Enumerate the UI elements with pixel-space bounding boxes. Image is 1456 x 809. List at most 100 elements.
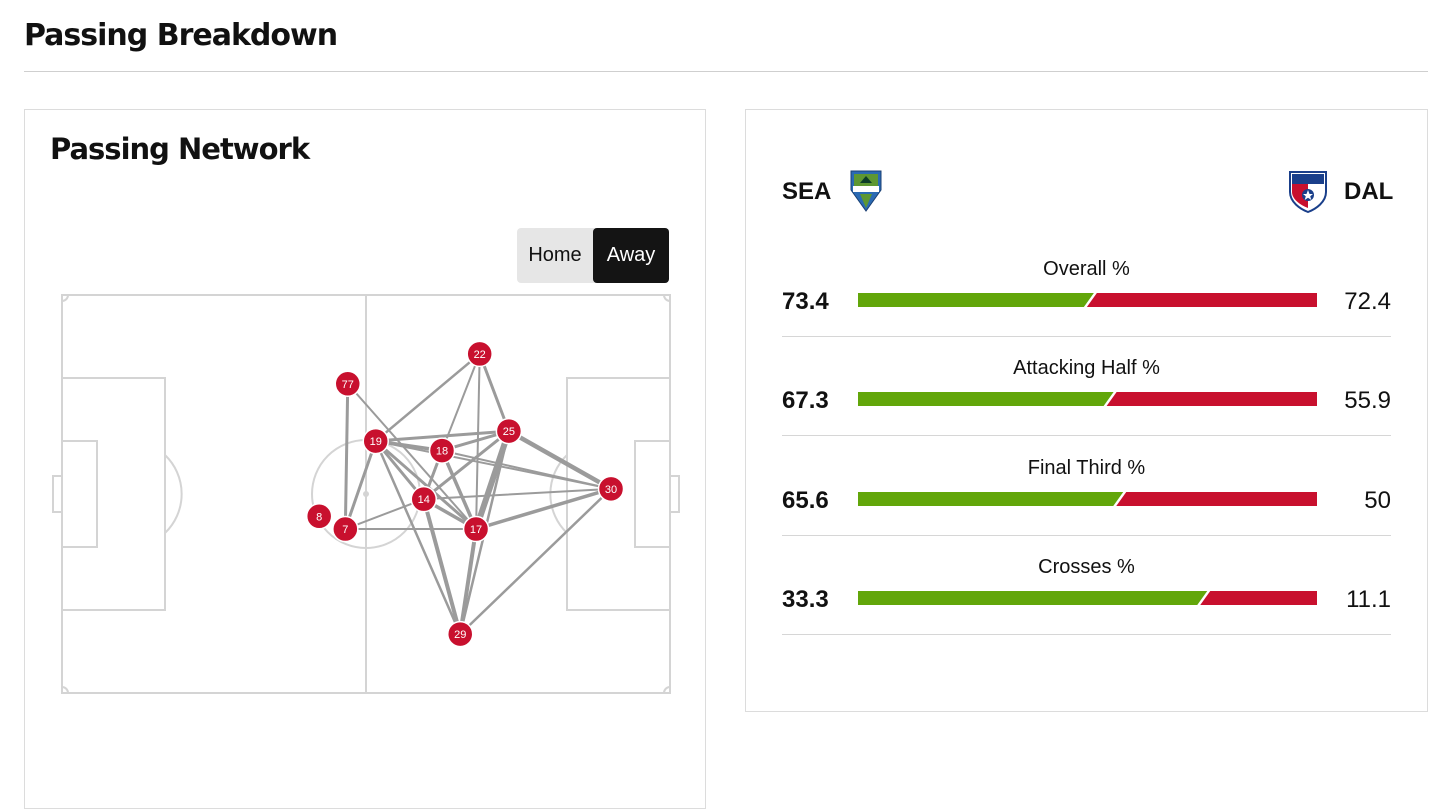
player-node-circle[interactable] <box>428 437 456 464</box>
away-share-bar <box>1116 492 1317 506</box>
corner-arc <box>663 686 671 694</box>
pass-link <box>478 352 511 433</box>
stat-row-attacking-half: Attacking Half % 67.3 55.9 <box>782 351 1391 451</box>
home-toggle-button[interactable]: Home <box>528 244 582 266</box>
pass-link <box>374 352 481 443</box>
stat-row-final-third: Final Third % 65.6 50 <box>782 451 1391 551</box>
pass-link <box>440 448 478 531</box>
corner-arc <box>61 294 69 302</box>
home-team-code: SEA <box>782 178 832 205</box>
player-node-circle[interactable] <box>334 370 362 398</box>
player-number: 7 <box>342 524 348 536</box>
away-share-bar <box>1086 293 1317 307</box>
passing-stats-card: SEA DAL Overall % 73.4 72.4 Attacking Ha… <box>745 109 1428 712</box>
row-divider <box>782 634 1391 635</box>
fc-dallas-logo-icon <box>1289 171 1327 214</box>
player-node-circle[interactable] <box>597 475 625 503</box>
player-node[interactable]: 14 <box>410 485 438 513</box>
stat-row-overall: Overall % 73.4 72.4 <box>782 252 1391 352</box>
home-share-bar <box>858 392 1114 406</box>
right-goal-area <box>634 440 671 548</box>
player-node-circle[interactable] <box>332 515 359 543</box>
stat-label: Crosses % <box>1038 556 1135 578</box>
stat-away-value: 50 <box>1364 487 1391 514</box>
player-number: 77 <box>342 379 354 391</box>
passing-network-card: Passing Network Home Away 22 77 25 19 18 30 14… <box>24 109 706 809</box>
player-number: 30 <box>605 484 617 496</box>
pass-link <box>458 527 479 637</box>
player-node[interactable]: 22 <box>466 340 493 368</box>
stat-home-value: 65.6 <box>782 487 829 514</box>
pass-link <box>343 439 378 531</box>
player-number: 18 <box>436 446 448 458</box>
away-team-code: DAL <box>1344 178 1394 205</box>
pass-link <box>422 429 511 501</box>
left-penalty-arc <box>164 454 183 534</box>
pass-link <box>441 352 481 452</box>
left-penalty-area <box>61 377 166 611</box>
pass-link <box>422 487 613 501</box>
player-node-circle[interactable] <box>305 503 333 530</box>
stat-home-value: 67.3 <box>782 387 829 414</box>
player-node[interactable]: 7 <box>332 515 359 543</box>
right-penalty-arc <box>549 454 568 534</box>
home-share-bar <box>858 293 1094 307</box>
player-node-circle[interactable] <box>446 620 474 648</box>
player-node[interactable]: 25 <box>495 417 523 445</box>
player-node-circle[interactable] <box>466 340 493 368</box>
stat-home-value: 73.4 <box>782 288 829 315</box>
player-number: 14 <box>418 494 430 506</box>
home-away-toggle: Home Away <box>517 228 669 283</box>
player-node-circle[interactable] <box>495 417 523 445</box>
pass-links <box>343 352 614 637</box>
stat-row-crosses: Crosses % 33.3 11.1 <box>782 550 1391 650</box>
stat-bar <box>858 293 1317 307</box>
pass-link <box>421 497 463 637</box>
away-share-bar <box>1106 392 1317 406</box>
stat-label: Overall % <box>1043 258 1130 280</box>
player-number: 25 <box>503 426 515 438</box>
pass-link <box>346 382 478 531</box>
stat-label: Attacking Half % <box>1013 357 1160 379</box>
page-title: Passing Breakdown <box>24 18 338 53</box>
pass-link <box>374 439 462 636</box>
player-number: 17 <box>470 524 482 536</box>
corner-arc <box>663 294 671 302</box>
stat-label: Final Third % <box>1027 457 1146 479</box>
player-node[interactable]: 77 <box>334 370 362 398</box>
row-divider <box>782 336 1391 337</box>
stat-away-value: 72.4 <box>1344 288 1391 315</box>
passing-network-title: Passing Network <box>50 132 310 166</box>
player-number: 8 <box>316 511 322 523</box>
player-node-circle[interactable] <box>462 515 490 543</box>
pass-link <box>506 428 614 492</box>
player-nodes: 22 77 25 19 18 30 14 8 7 17 29 <box>305 340 625 648</box>
pass-link <box>374 439 478 531</box>
left-goal-area <box>61 440 98 548</box>
away-toggle-button[interactable]: Away <box>593 228 669 283</box>
row-divider <box>782 435 1391 436</box>
player-node[interactable]: 19 <box>362 427 389 455</box>
pass-link <box>441 449 613 490</box>
home-share-bar <box>858 591 1208 605</box>
player-node-circle[interactable] <box>362 427 389 455</box>
right-goal <box>669 475 680 513</box>
player-node[interactable]: 29 <box>446 620 474 648</box>
stat-bar <box>858 392 1317 406</box>
pass-link <box>344 498 425 531</box>
player-node-circle[interactable] <box>410 485 438 513</box>
pass-link <box>343 382 350 531</box>
player-node[interactable]: 30 <box>597 475 625 503</box>
stat-bar <box>858 591 1317 605</box>
away-share-bar <box>1200 591 1317 605</box>
seattle-sounders-logo-icon <box>850 170 882 212</box>
home-share-bar <box>858 492 1124 506</box>
player-number: 22 <box>474 349 486 361</box>
pitch-markings <box>52 294 680 694</box>
title-divider <box>24 71 1428 72</box>
player-node[interactable]: 8 <box>305 503 333 530</box>
stat-away-value: 55.9 <box>1344 387 1391 414</box>
pass-link <box>458 487 613 636</box>
player-node[interactable]: 17 <box>462 515 490 543</box>
player-node[interactable]: 18 <box>428 437 456 464</box>
